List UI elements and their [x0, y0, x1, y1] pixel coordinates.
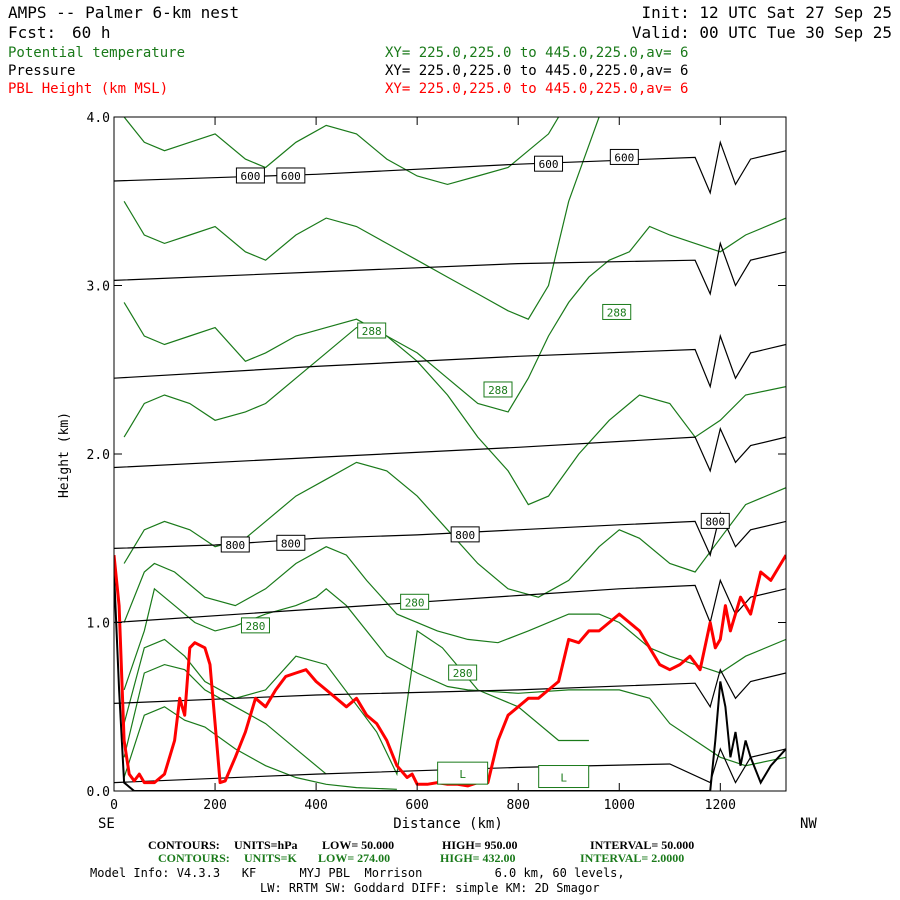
x-tick-label: 1000 [604, 798, 635, 813]
x-axis-label: Distance (km) [393, 816, 503, 832]
field-name-pressure: Pressure [8, 63, 75, 79]
x-tick-label: 400 [304, 798, 327, 813]
footer-hpa: CONTOURS: UNITS=hPa LOW= 50.000 HIGH= 95… [148, 838, 694, 852]
chart-title: AMPS -- Palmer 6-km nest [8, 3, 239, 22]
contour-label-box [357, 322, 387, 339]
contour-label: 600 [614, 151, 634, 164]
contour-label: 288 [362, 325, 382, 338]
contour-label-box [700, 512, 730, 529]
field-xy-theta: XY= 225.0,225.0 to 445.0,225.0,av= 6 [385, 45, 688, 61]
plot-frame [113, 116, 787, 792]
footer1-label: CONTOURS: [148, 838, 220, 852]
header: AMPS -- Palmer 6-km nest Fcst: 60 h Init… [8, 3, 892, 42]
contour-label-box [235, 167, 265, 184]
terrain-line [114, 571, 786, 791]
contour-label: 288 [607, 306, 627, 319]
contour-label: 800 [225, 539, 245, 552]
field-xy-pressure: XY= 225.0,225.0 to 445.0,225.0,av= 6 [385, 63, 688, 79]
theta-contour-292-k [123, 117, 560, 186]
y-tick-label: 3.0 [87, 280, 110, 295]
footer1-low: LOW= 50.000 [322, 838, 394, 852]
theta-contour-278-k [123, 629, 589, 777]
x-tick-label: 0 [110, 798, 118, 813]
contour-label-box [534, 155, 564, 172]
contour-label-box [609, 148, 639, 165]
theta-contour-284-k [123, 461, 786, 598]
y-tick-label: 0.0 [87, 785, 110, 800]
contour-label-box [276, 534, 306, 551]
y-tick-label: 1.0 [87, 617, 110, 632]
pbl-height-line [114, 554, 786, 788]
x-tick-label: 600 [405, 798, 428, 813]
field-legend: Potential temperature XY= 225.0,225.0 to… [8, 45, 688, 97]
pressure-contour-650-hpa [114, 241, 786, 296]
footer2-units: UNITS=K [244, 851, 298, 865]
theta-contour-276-k [123, 663, 327, 775]
contour-label: 800 [455, 529, 475, 542]
contour-label-box [602, 303, 632, 320]
theta-contour-286-k [123, 326, 786, 506]
pressure-contour-800-hpa [114, 511, 786, 557]
contour-label-box [276, 167, 306, 184]
contour-label-box [220, 536, 250, 553]
theta-contour-274-k [123, 706, 397, 790]
contour-label: 280 [405, 596, 425, 609]
contour-label: 600 [281, 170, 301, 183]
pressure-contour-700-hpa [114, 333, 786, 389]
contour-label: 280 [453, 667, 473, 680]
footer2-low: LOW= 274.00 [318, 851, 390, 865]
valid-time: Valid: 00 UTC Tue 30 Sep 25 [632, 23, 892, 42]
contour-label-box [240, 617, 270, 634]
low-marker: L [560, 772, 567, 785]
field-name-theta: Potential temperature [8, 45, 185, 61]
fcst-label: Fcst: [8, 23, 56, 42]
contour-label-box [450, 526, 480, 543]
contour-label: 280 [246, 620, 266, 633]
low-marker-box [437, 761, 489, 785]
x-tick-label: 800 [506, 798, 529, 813]
init-time: Init: 12 UTC Sat 27 Sep 25 [642, 3, 892, 22]
fcst-value: 60 h [72, 23, 111, 42]
pressure-contour-850-hpa [114, 578, 786, 625]
contour-label: 800 [705, 515, 725, 528]
y-tick-label: 4.0 [87, 111, 110, 126]
low-marker-box [538, 765, 590, 789]
footer2-interval: INTERVAL= 2.0000 [580, 851, 684, 865]
footer-model-info: Model Info: V4.3.3 KF MYJ PBL Morrison 6… [90, 866, 625, 880]
theta-contour-290-k [123, 117, 600, 320]
left-end-label: SE [98, 816, 115, 832]
field-name-pbl: PBL Height (km MSL) [8, 81, 168, 97]
right-end-label: NW [800, 816, 817, 832]
field-xy-pbl: XY= 225.0,225.0 to 445.0,225.0,av= 6 [385, 81, 688, 97]
pressure-contour-750-hpa [114, 426, 786, 473]
footer1-high: HIGH= 950.00 [442, 838, 518, 852]
contour-label-box [400, 593, 430, 610]
x-tick-label: 200 [203, 798, 226, 813]
pressure-contour-600-hpa [114, 140, 786, 195]
footer-k: CONTOURS: UNITS=K LOW= 274.00 HIGH= 432.… [158, 851, 684, 865]
plot-inner: 600 600 600 600 800 800 800 800 288 288 288 280 280 2… [114, 117, 786, 791]
pressure-contour-900-hpa [114, 668, 786, 709]
footer-physics-info: LW: RRTM SW: Goddard DIFF: simple KM: 2D… [260, 881, 600, 895]
contour-label: 288 [488, 384, 508, 397]
contour-label: 600 [539, 158, 559, 171]
y-axis-label: Height (km) [57, 412, 72, 498]
footer1-interval: INTERVAL= 50.000 [590, 838, 694, 852]
low-marker: L [459, 768, 466, 781]
theta-contour-288-k [123, 217, 786, 413]
plot-area: 600 600 600 600 800 800 800 800 288 288 288 280 280 2… [87, 111, 787, 813]
contour-label: 800 [281, 537, 301, 550]
y-tick-label: 2.0 [87, 448, 110, 463]
theta-contour-282-k [123, 546, 786, 674]
footer2-high: HIGH= 432.00 [440, 851, 516, 865]
theta-contour-280-k [123, 587, 786, 767]
contour-label-box [448, 664, 478, 681]
footer2-label: CONTOURS: [158, 851, 230, 865]
contour-label: 600 [240, 170, 260, 183]
footer1-units: UNITS=hPa [234, 838, 298, 852]
x-tick-label: 1200 [705, 798, 736, 813]
contour-label-box [483, 381, 513, 398]
